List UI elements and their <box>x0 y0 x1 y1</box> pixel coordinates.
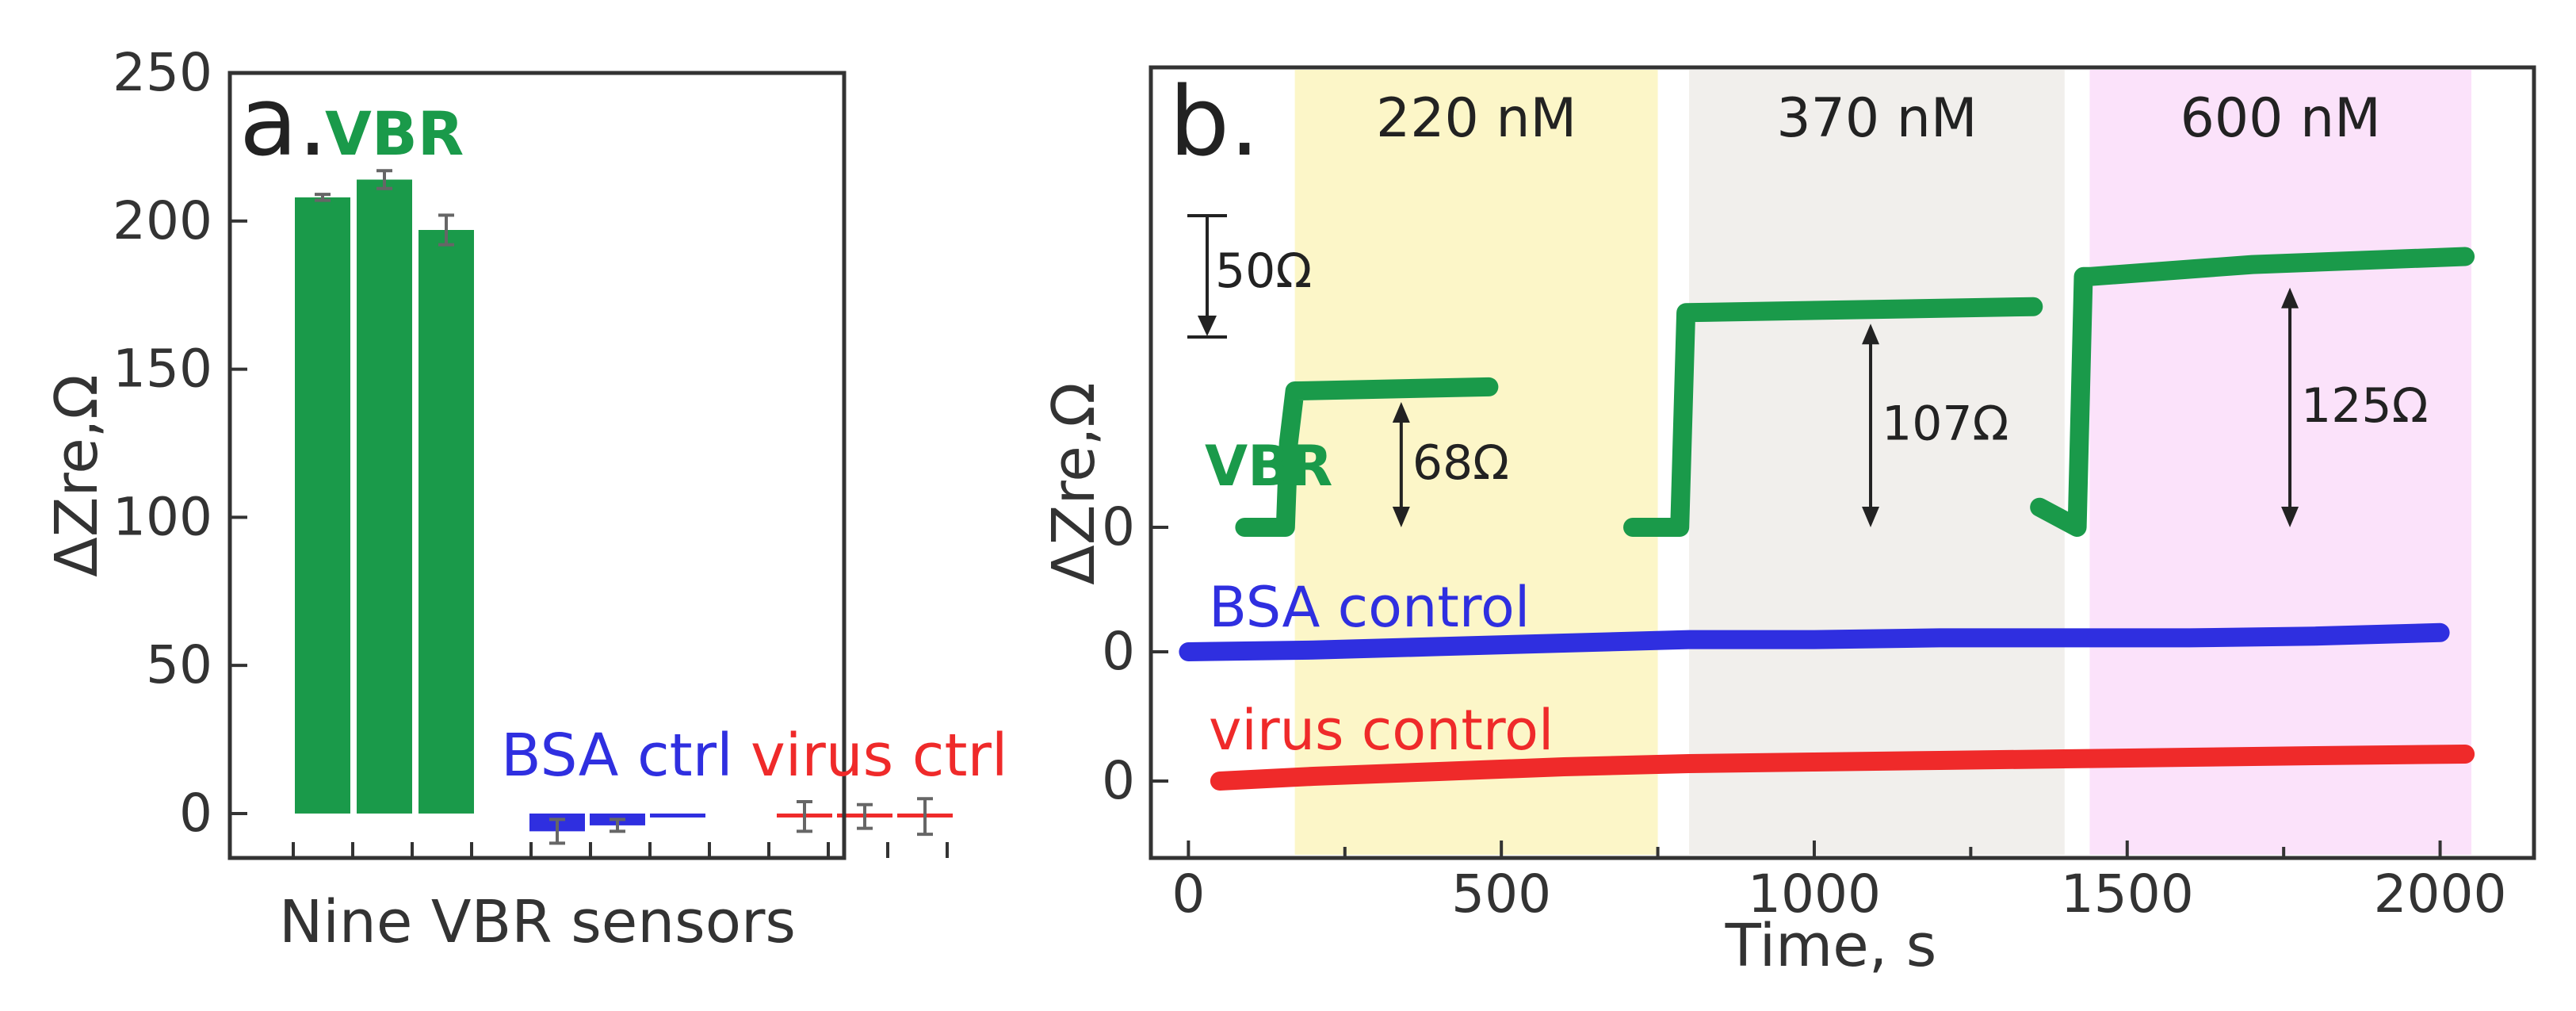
y-tick-label: 0 <box>1102 496 1135 557</box>
group-label-virus-ctrl: virus ctrl <box>751 722 1007 790</box>
band-label-1: 220 nM <box>1376 87 1577 150</box>
arrowhead-down <box>1392 507 1410 527</box>
panel-a-bars <box>295 179 953 832</box>
band-3 <box>2089 70 2472 855</box>
panel-a-x-axis-label: Nine VBR sensors <box>279 888 796 956</box>
panel-b-time-trace: 220 nM 370 nM 600 nM 68Ω 107Ω 125Ω 0 500 1000 1… <box>1040 65 2536 980</box>
panel-b-frame <box>1148 65 2536 860</box>
band-1 <box>1294 70 1658 855</box>
trace-virus-control-1 <box>1210 745 2475 791</box>
x-tick-label: 2000 <box>2374 864 2507 925</box>
x-tick-label: 0 <box>1171 864 1205 925</box>
concentration-band-labels: 220 nM 370 nM 600 nM <box>1376 87 2381 150</box>
bar-vbr-1 <box>295 197 350 814</box>
arrowhead-up <box>1392 401 1410 423</box>
arrowhead-down <box>1862 507 1880 527</box>
concentration-bands <box>1294 70 2472 855</box>
bar-bsa-ctrl-3 <box>650 813 705 818</box>
trace-vbr-1 <box>1235 377 1499 537</box>
bar-vbr-3 <box>419 230 474 814</box>
series-label-vbr: VBR <box>1205 434 1332 499</box>
panel-b-x-ticks: 0 500 1000 1500 2000 <box>1171 841 2507 925</box>
y-tick-label: 0 <box>179 783 212 844</box>
annotation-label-2: 107Ω <box>1882 396 2008 452</box>
scale-bar-arrowhead <box>1198 316 1217 336</box>
y-tick-label: 250 <box>113 42 212 103</box>
panel-a-error-bars <box>315 169 933 845</box>
band-label-2: 370 nM <box>1776 87 1977 150</box>
panel-a-bar-chart: 0 50 100 150 200 250 a. VBR BSA ctrl virus ct… <box>43 42 1007 956</box>
arrowhead-down <box>2281 507 2299 527</box>
panel-b-y-axis-label: ΔZre,Ω <box>1040 382 1108 585</box>
band-2 <box>1689 70 2065 855</box>
panel-b-series <box>1179 247 2475 791</box>
panel-b-label: b. <box>1169 67 1259 178</box>
band-label-3: 600 nM <box>2180 87 2381 150</box>
panel-b-y-ticks: 0 0 0 <box>1102 496 1168 811</box>
y-tick-label: 100 <box>113 486 212 547</box>
group-label-vbr: VBR <box>325 98 464 169</box>
scale-bar-label: 50Ω <box>1215 243 1312 299</box>
panel-a-y-ticks: 0 50 100 150 200 250 <box>113 42 247 844</box>
x-tick-label: 1000 <box>1748 864 1881 925</box>
series-label-bsa-control: BSA control <box>1209 575 1530 640</box>
bar-vbr-2 <box>357 179 412 814</box>
y-tick-label: 0 <box>1102 750 1135 811</box>
trace-vbr-2 <box>1623 297 2043 537</box>
step-annotations: 68Ω 107Ω 125Ω <box>1392 287 2428 527</box>
y-tick-label: 0 <box>1102 621 1135 682</box>
arrowhead-up <box>1862 324 1880 345</box>
y-tick-label: 200 <box>113 190 212 251</box>
panel-a-y-axis-label: ΔZre,Ω <box>43 374 111 577</box>
panel-a-frame <box>227 71 847 860</box>
x-tick-label: 500 <box>1451 864 1551 925</box>
x-tick-label: 1500 <box>2061 864 2194 925</box>
scale-bar: 50Ω <box>1187 214 1312 339</box>
panel-a-x-ticks <box>292 842 949 858</box>
trace-vbr-3 <box>2030 247 2475 537</box>
arrowhead-up <box>2281 287 2299 308</box>
y-tick-label: 150 <box>113 339 212 400</box>
group-label-bsa-ctrl: BSA ctrl <box>501 722 733 790</box>
annotation-label-1: 68Ω <box>1412 435 1509 491</box>
annotation-label-3: 125Ω <box>2301 378 2428 434</box>
trace-bsa-control-1 <box>1179 622 2450 661</box>
panel-b-x-axis-label: Time, s <box>1725 912 1937 980</box>
series-label-virus-control: virus control <box>1209 698 1554 763</box>
panel-a-label: a. <box>239 67 328 178</box>
y-tick-label: 50 <box>146 634 212 695</box>
